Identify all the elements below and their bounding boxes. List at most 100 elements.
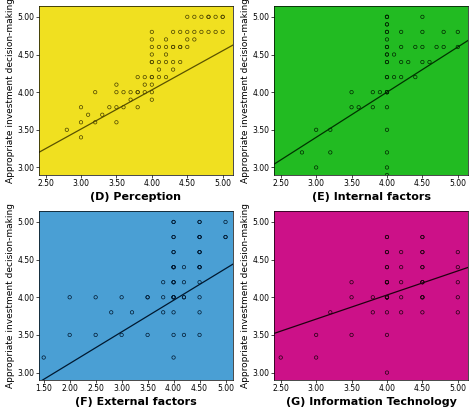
Point [383, 264, 391, 271]
Point [170, 249, 177, 255]
Y-axis label: Appropriate investment decision-making: Appropriate investment decision-making [6, 203, 15, 388]
Point [440, 28, 447, 35]
Y-axis label: Appropriate investment decision-making: Appropriate investment decision-making [241, 203, 250, 388]
Point [419, 279, 426, 285]
Point [120, 104, 128, 111]
Point [454, 28, 462, 35]
Point [383, 59, 391, 65]
Point [170, 294, 177, 301]
Point [383, 332, 391, 338]
Point [113, 89, 120, 95]
Point [383, 279, 391, 285]
Point [419, 279, 426, 285]
Point [419, 59, 426, 65]
Point [454, 249, 462, 255]
Point [180, 279, 188, 285]
Point [369, 104, 377, 111]
Point [397, 74, 405, 81]
Point [383, 279, 391, 285]
Point [148, 59, 155, 65]
Point [419, 14, 426, 20]
Point [277, 354, 284, 361]
Point [170, 234, 177, 240]
Point [383, 164, 391, 171]
Point [40, 354, 47, 361]
Point [383, 294, 391, 301]
Point [170, 264, 177, 271]
Point [170, 309, 177, 316]
Point [411, 44, 419, 50]
Point [127, 89, 135, 95]
Point [383, 28, 391, 35]
Point [127, 96, 135, 103]
Point [383, 74, 391, 81]
Point [169, 28, 177, 35]
Point [383, 294, 391, 301]
Point [144, 294, 151, 301]
Point [327, 126, 334, 133]
Point [169, 44, 177, 50]
Point [170, 294, 177, 301]
Point [113, 104, 120, 111]
Point [198, 28, 205, 35]
Point [196, 294, 203, 301]
Point [369, 309, 377, 316]
Point [196, 249, 203, 255]
Point [383, 279, 391, 285]
Point [298, 149, 306, 156]
Point [383, 126, 391, 133]
Point [159, 279, 167, 285]
Point [196, 279, 203, 285]
Point [383, 149, 391, 156]
Point [205, 14, 212, 20]
Point [383, 28, 391, 35]
Point [419, 264, 426, 271]
Point [176, 28, 184, 35]
Point [162, 36, 170, 43]
Point [383, 294, 391, 301]
Point [383, 294, 391, 301]
Point [383, 14, 391, 20]
Point [348, 279, 356, 285]
Point [108, 309, 115, 316]
Point [390, 74, 398, 81]
Point [148, 96, 155, 103]
Point [183, 28, 191, 35]
Point [155, 59, 163, 65]
X-axis label: (D) Perception: (D) Perception [91, 192, 182, 202]
Point [196, 264, 203, 271]
Point [113, 81, 120, 88]
Point [170, 294, 177, 301]
Point [162, 59, 170, 65]
Point [383, 294, 391, 301]
Point [141, 81, 148, 88]
Point [355, 104, 363, 111]
Point [196, 332, 203, 338]
Point [196, 264, 203, 271]
Point [162, 74, 170, 81]
X-axis label: (F) External factors: (F) External factors [75, 397, 197, 408]
Point [419, 294, 426, 301]
Point [397, 44, 405, 50]
Point [120, 89, 128, 95]
Y-axis label: Appropriate investment decision-making: Appropriate investment decision-making [241, 0, 250, 183]
Point [212, 28, 219, 35]
Point [148, 74, 155, 81]
Point [383, 294, 391, 301]
Point [383, 89, 391, 95]
Point [419, 279, 426, 285]
Point [63, 126, 71, 133]
Point [348, 89, 356, 95]
Point [383, 59, 391, 65]
Point [383, 89, 391, 95]
Point [397, 294, 405, 301]
Point [91, 89, 99, 95]
Point [170, 234, 177, 240]
Point [128, 309, 136, 316]
Point [84, 112, 92, 118]
Point [212, 14, 219, 20]
Point [170, 264, 177, 271]
Point [383, 36, 391, 43]
Point [155, 44, 163, 50]
Point [376, 89, 383, 95]
